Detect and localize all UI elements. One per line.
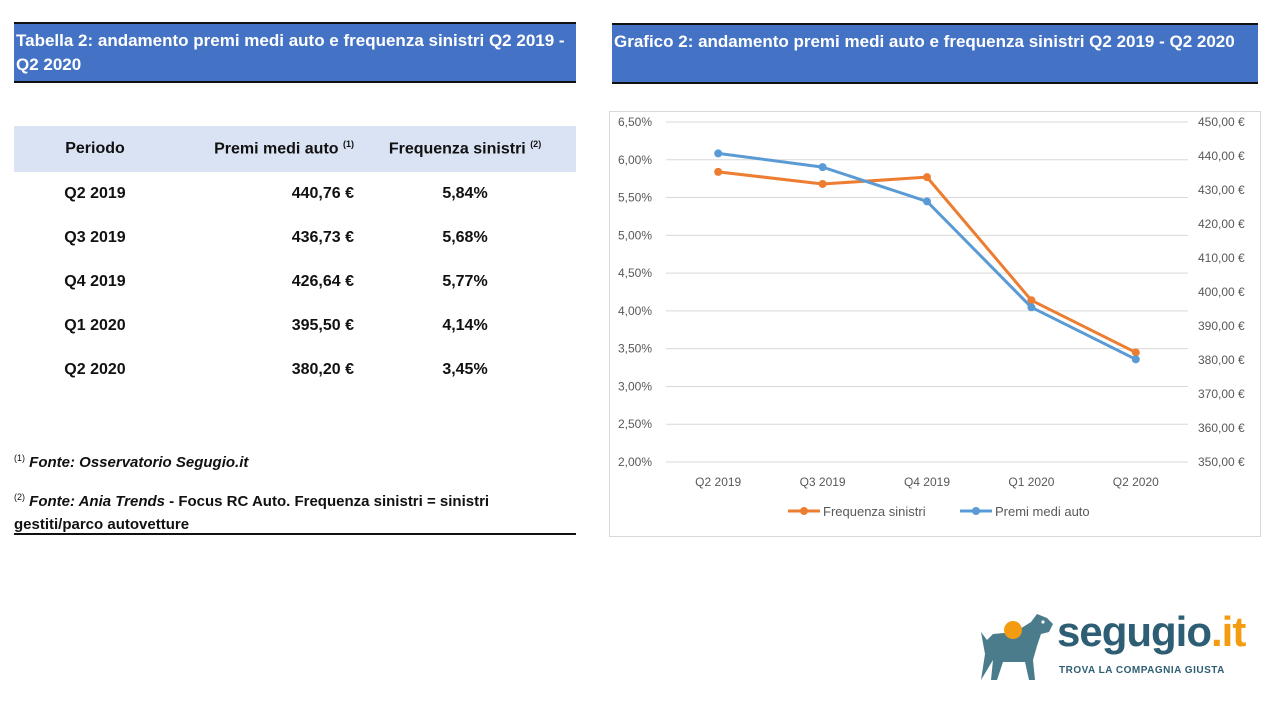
header-frequency-label: Frequenza sinistri — [388, 140, 526, 158]
cell-premium: 380,20 € — [291, 361, 354, 378]
x-tick-label: Q4 2019 — [904, 475, 950, 489]
header-frequency-sup: (2) — [530, 139, 542, 150]
cell-period: Q1 2020 — [64, 317, 126, 334]
data-point — [923, 197, 931, 206]
table-title: Tabella 2: andamento premi medi auto e f… — [14, 22, 576, 83]
cell-period: Q3 2019 — [64, 229, 126, 246]
table-row: Q3 2019 436,73 € 5,68% — [14, 216, 576, 260]
cell-frequency: 4,14% — [442, 317, 488, 334]
table-row: Q1 2020 395,50 € 4,14% — [14, 304, 576, 348]
header-period: Periodo — [14, 126, 176, 172]
logo-tagline: TROVA LA COMPAGNIA GIUSTA — [1059, 665, 1225, 676]
header-premium-sup: (1) — [343, 139, 354, 150]
cell-premium: 395,50 € — [291, 317, 354, 334]
logo-tld: .it — [1211, 608, 1246, 655]
cell-frequency: 3,45% — [442, 361, 488, 378]
line-chart: 2,00% 2,50% 3,00% 3,50% 4,00% 4,50% 5,00% 5,50%… — [618, 115, 1245, 519]
cell-premium: 436,73 € — [291, 229, 354, 246]
legend-label: Frequenza sinistri — [823, 504, 926, 519]
legend-label: Premi medi auto — [995, 504, 1090, 519]
y-left-tick-label: 6,50% — [618, 115, 652, 129]
table-row: Q2 2020 380,20 € 3,45% — [14, 348, 576, 392]
chart-frame: 2,00% 2,50% 3,00% 3,50% 4,00% 4,50% 5,00% 5,50%… — [609, 111, 1261, 537]
cell-period: Q2 2020 — [64, 361, 126, 378]
table-header-row: Periodo Premi medi auto (1) Frequenza si… — [14, 126, 576, 172]
y-left-tick-label: 5,00% — [618, 228, 652, 242]
y-right-tick-label: 370,00 € — [1198, 387, 1245, 401]
y-right-tick-label: 350,00 € — [1198, 455, 1245, 469]
y-right-tick-label: 360,00 € — [1198, 421, 1245, 435]
y-right-tick-label: 380,00 € — [1198, 353, 1245, 367]
header-premium-label: Premi medi auto — [214, 140, 339, 158]
data-point — [818, 163, 827, 172]
logo-wordmark: segugio.it — [1057, 608, 1246, 656]
cell-period: Q4 2019 — [64, 273, 126, 290]
x-tick-label: Q2 2019 — [695, 475, 741, 489]
x-tick-label: Q1 2020 — [1008, 475, 1054, 489]
legend-marker — [972, 507, 980, 515]
data-point — [818, 179, 827, 188]
segugio-logo: segugio.it TROVA LA COMPAGNIA GIUSTA — [975, 608, 1246, 684]
y-right-tick-label: 390,00 € — [1198, 319, 1245, 333]
y-left-tick-label: 4,50% — [618, 266, 652, 280]
data-point — [1131, 348, 1140, 357]
y-left-tick-label: 2,50% — [618, 417, 652, 431]
data-point — [714, 167, 723, 176]
table-row: Q4 2019 426,64 € 5,77% — [14, 260, 576, 304]
data-table: Periodo Premi medi auto (1) Frequenza si… — [14, 126, 576, 392]
table-bottom-rule — [14, 533, 576, 535]
footnote-2: (2) Fonte: Ania Trends - Focus RC Auto. … — [14, 486, 576, 536]
header-premium: Premi medi auto (1) — [176, 126, 354, 172]
series-line — [718, 151, 1137, 361]
y-left-tick-label: 3,50% — [618, 342, 652, 356]
y-left-tick-label: 2,00% — [618, 455, 652, 469]
y-left-tick-label: 4,00% — [618, 304, 652, 318]
x-tick-label: Q2 2020 — [1113, 475, 1159, 489]
chart-title: Grafico 2: andamento premi medi auto e f… — [612, 23, 1258, 84]
data-point — [1027, 296, 1036, 305]
cell-frequency: 5,77% — [442, 273, 488, 290]
header-frequency: Frequenza sinistri (2) — [354, 126, 576, 172]
footnote-2-sup: (2) — [14, 492, 25, 502]
cell-period: Q2 2019 — [64, 185, 126, 202]
data-point — [1131, 355, 1140, 364]
cell-frequency: 5,84% — [442, 185, 488, 202]
y-right-tick-label: 450,00 € — [1198, 115, 1245, 129]
footnote-1: (1) Fonte: Osservatorio Segugio.it — [14, 447, 248, 474]
y-right-tick-label: 440,00 € — [1198, 149, 1245, 163]
footnote-2-text: - Focus RC Auto. Frequenza sinistri = si… — [14, 493, 490, 533]
legend-marker — [800, 507, 808, 515]
y-right-tick-label: 400,00 € — [1198, 285, 1245, 299]
footnote-2-source: Fonte: Ania Trends — [29, 493, 166, 510]
y-left-tick-label: 5,50% — [618, 191, 652, 205]
footnote-1-sup: (1) — [14, 453, 25, 463]
cell-premium: 440,76 € — [291, 185, 354, 202]
y-left-tick-label: 6,00% — [618, 153, 652, 167]
data-point — [923, 173, 931, 182]
cell-premium: 426,64 € — [291, 273, 354, 290]
y-right-tick-label: 430,00 € — [1198, 183, 1245, 197]
table-row: Q2 2019 440,76 € 5,84% — [14, 172, 576, 216]
data-point — [714, 149, 723, 158]
y-right-tick-label: 420,00 € — [1198, 217, 1245, 231]
dog-icon — [981, 614, 1053, 680]
logo-name: segugio — [1057, 608, 1212, 655]
x-tick-label: Q3 2019 — [800, 475, 846, 489]
data-point — [1027, 303, 1036, 312]
y-right-tick-label: 410,00 € — [1198, 251, 1245, 265]
footnote-1-source: Fonte: Osservatorio Segugio.it — [29, 454, 249, 471]
y-left-tick-label: 3,00% — [618, 379, 652, 393]
cell-frequency: 5,68% — [442, 229, 488, 246]
